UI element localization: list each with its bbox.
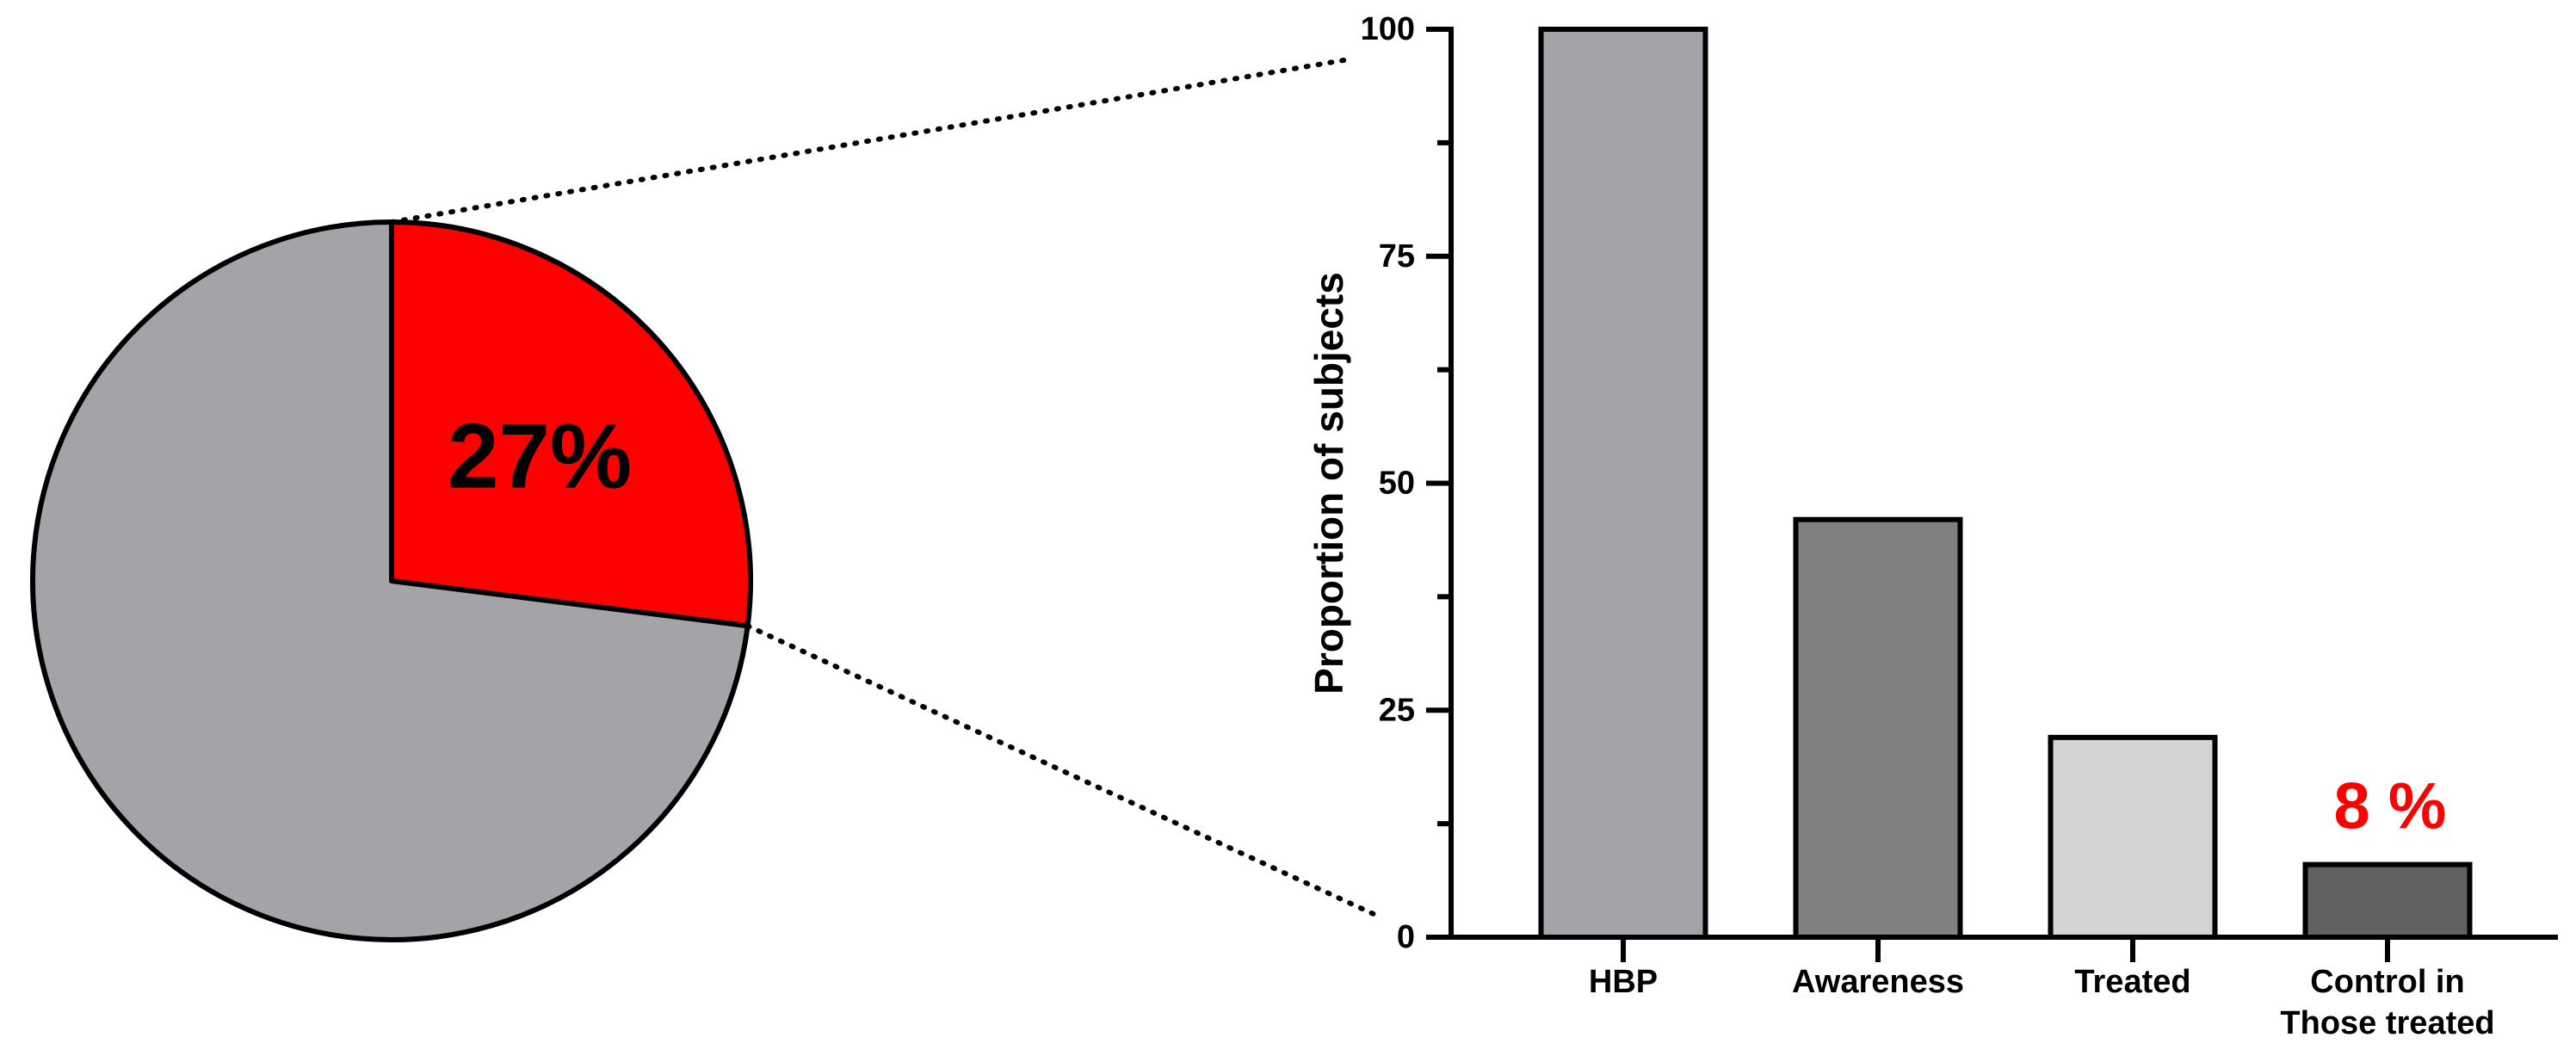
x-tick-label: Awareness: [1792, 964, 1964, 1000]
y-tick-label: 100: [1361, 11, 1415, 47]
bar: [2302, 861, 2473, 940]
pie-slice: [30, 219, 751, 942]
y-tick-label: 50: [1379, 466, 1415, 502]
bar: [1538, 27, 1708, 940]
y-tick-label: 25: [1379, 692, 1415, 728]
x-tick-label: Control in Those treated: [2280, 964, 2495, 1041]
slice-label: 27%: [448, 404, 632, 508]
y-axis-label: Proportion of subjects: [1307, 272, 1351, 695]
pie-slice: [389, 219, 753, 629]
x-tick-label: Treated: [2074, 964, 2191, 1000]
connector-line: [744, 623, 1378, 917]
x-tick-label: HBP: [1588, 964, 1659, 1000]
bar: [1793, 516, 1963, 940]
connector-line: [389, 57, 1351, 225]
bar: [2048, 734, 2218, 941]
y-tick-label: 75: [1379, 238, 1415, 275]
value-label: 8 %: [2334, 770, 2447, 843]
y-tick-label: 0: [1397, 919, 1415, 955]
